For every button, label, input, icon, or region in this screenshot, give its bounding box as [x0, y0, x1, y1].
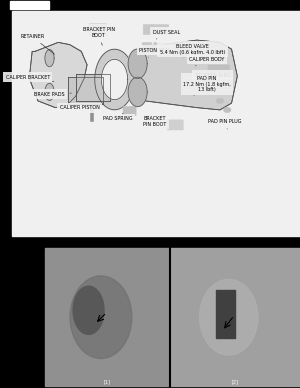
Text: PAD PIN
17.2 Nm (1.8 kgfm,
13 lbft): PAD PIN 17.2 Nm (1.8 kgfm, 13 lbft) — [183, 76, 231, 95]
Polygon shape — [76, 74, 110, 101]
FancyBboxPatch shape — [154, 43, 163, 53]
Polygon shape — [136, 40, 237, 110]
FancyBboxPatch shape — [142, 43, 152, 53]
FancyBboxPatch shape — [167, 120, 183, 130]
Polygon shape — [128, 49, 147, 78]
FancyBboxPatch shape — [208, 65, 219, 75]
Text: BRACKET PIN
BOOT: BRACKET PIN BOOT — [82, 27, 115, 45]
Ellipse shape — [73, 286, 104, 334]
Text: BRACKET
PIN BOOT: BRACKET PIN BOOT — [143, 116, 167, 126]
FancyBboxPatch shape — [89, 24, 107, 36]
FancyBboxPatch shape — [156, 24, 169, 35]
Text: CALIPER PISTON: CALIPER PISTON — [60, 105, 100, 110]
Polygon shape — [101, 59, 128, 100]
Polygon shape — [29, 42, 87, 107]
Text: [2]: [2] — [232, 379, 238, 384]
Bar — [90, 103, 93, 121]
Text: CALIPER BODY: CALIPER BODY — [189, 57, 225, 66]
FancyBboxPatch shape — [123, 106, 136, 116]
Bar — [12, 11, 300, 236]
Text: PAD PIN PLUG: PAD PIN PLUG — [208, 119, 241, 129]
Text: [1]: [1] — [104, 379, 111, 384]
Ellipse shape — [70, 276, 132, 359]
Polygon shape — [45, 83, 54, 100]
Text: STOPPER RING: STOPPER RING — [195, 73, 231, 81]
FancyBboxPatch shape — [143, 24, 156, 35]
Text: PISTON SEAL: PISTON SEAL — [139, 48, 171, 57]
FancyBboxPatch shape — [219, 65, 230, 75]
Bar — [10, 1, 49, 9]
Polygon shape — [95, 49, 134, 110]
Polygon shape — [45, 50, 54, 67]
Text: BRAKE PADS: BRAKE PADS — [34, 92, 71, 97]
Text: BLEED VALVE
5.4 Nm (0.6 kgfm, 4.0 lbft): BLEED VALVE 5.4 Nm (0.6 kgfm, 4.0 lbft) — [160, 44, 225, 57]
Bar — [216, 289, 235, 338]
Bar — [45, 248, 169, 386]
Text: CALIPER BRACKET: CALIPER BRACKET — [6, 75, 54, 82]
Text: DUST SEAL: DUST SEAL — [153, 30, 180, 39]
Ellipse shape — [216, 98, 224, 104]
Ellipse shape — [206, 89, 214, 95]
Ellipse shape — [224, 107, 231, 113]
Ellipse shape — [200, 279, 258, 355]
Text: RETAINER: RETAINER — [20, 34, 55, 54]
Polygon shape — [68, 77, 103, 104]
Bar — [170, 248, 300, 386]
Polygon shape — [128, 77, 147, 107]
Text: PAD SPRING: PAD SPRING — [103, 113, 132, 121]
